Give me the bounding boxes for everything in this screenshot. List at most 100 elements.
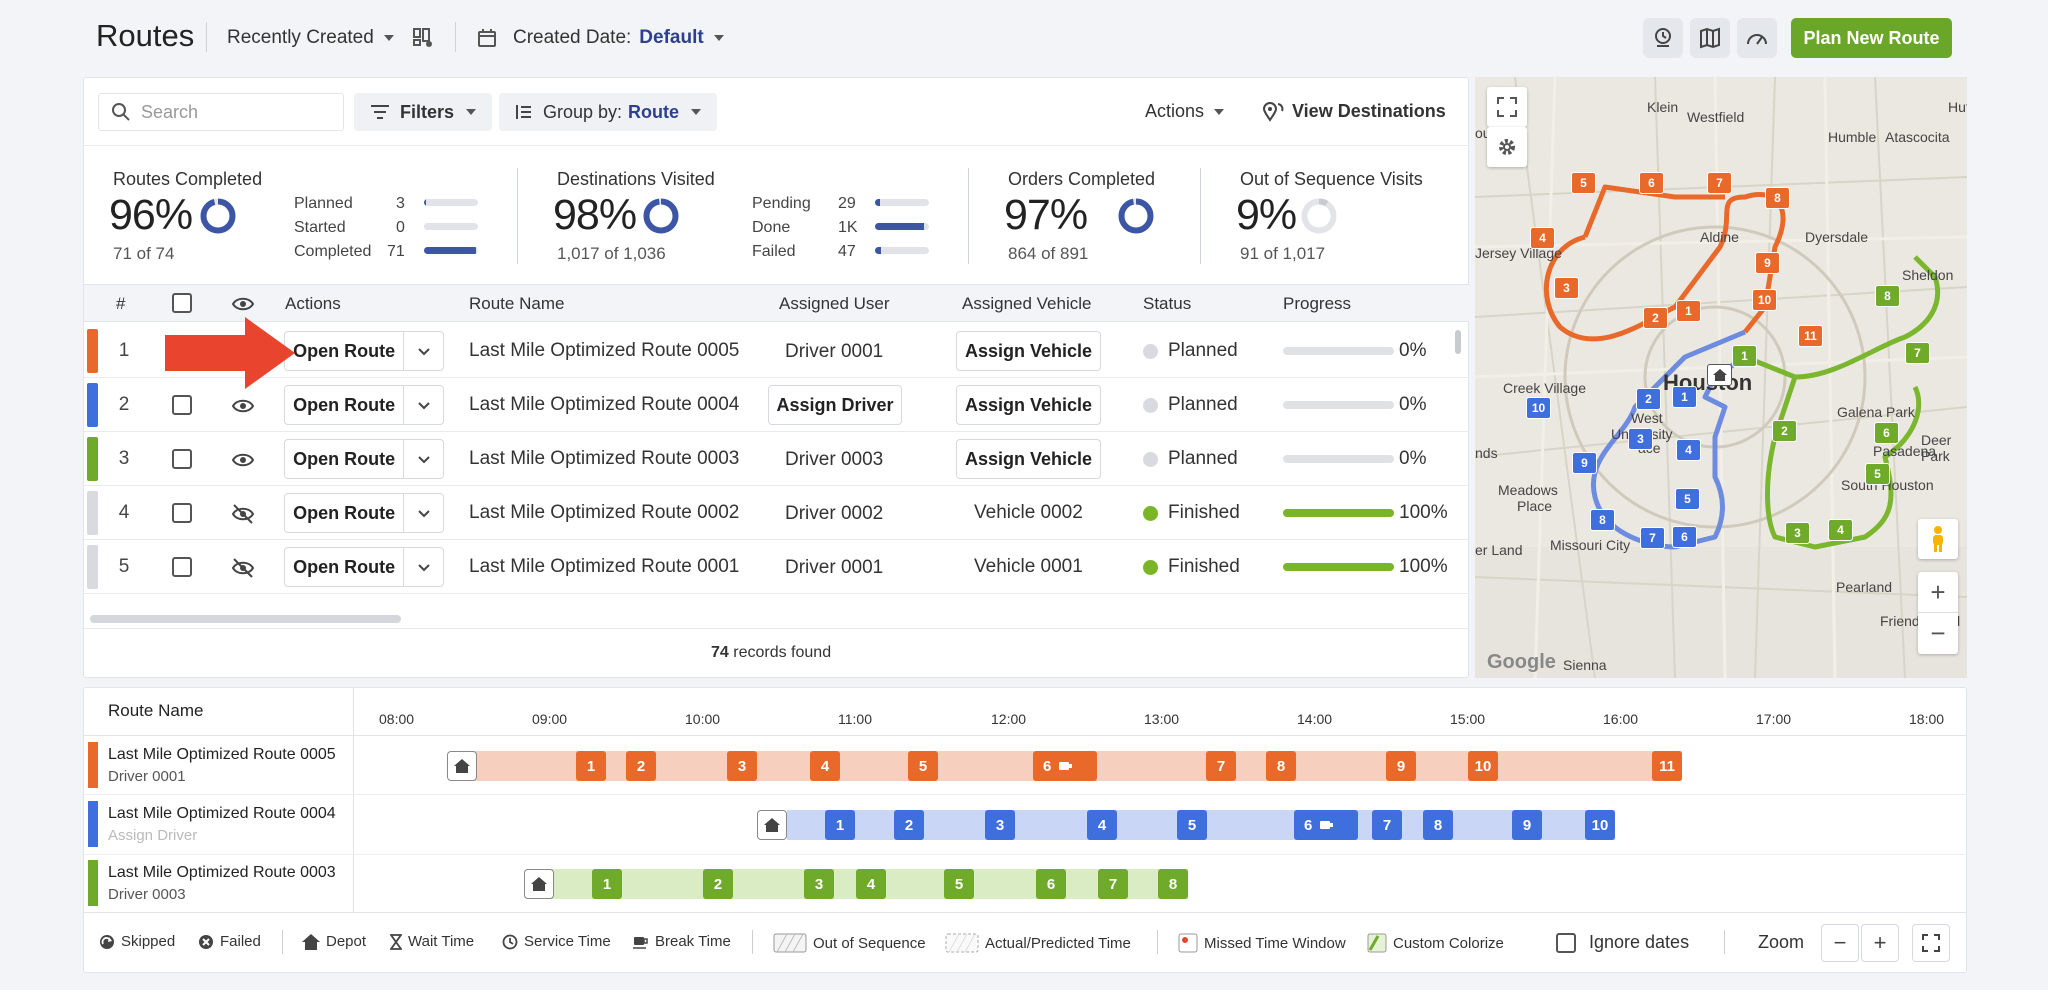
timeline-stop[interactable]: 1 (592, 869, 622, 899)
map-stop-pin[interactable]: 10 (1752, 289, 1777, 311)
route-map[interactable]: Klein Westfield Humble Atascocita Huff o… (1475, 77, 1967, 678)
map-stop-pin[interactable]: 4 (1828, 519, 1853, 541)
street-view-pegman-icon[interactable] (1918, 519, 1958, 559)
actions-dropdown[interactable]: Actions (1145, 101, 1225, 122)
map-stop-pin[interactable]: 6 (1874, 422, 1899, 444)
map-stop-pin[interactable]: 9 (1572, 452, 1597, 474)
row-checkbox[interactable] (172, 449, 192, 469)
timeline-stop[interactable]: 7 (1098, 869, 1128, 899)
vertical-scrollbar[interactable] (1455, 330, 1461, 354)
view-destinations-button[interactable]: View Destinations (1262, 101, 1446, 122)
zoom-out-button[interactable]: − (1821, 924, 1859, 962)
map-stop-pin[interactable]: 6 (1672, 526, 1697, 548)
chevron-down-icon[interactable] (403, 440, 443, 478)
ignore-dates-checkbox[interactable] (1556, 933, 1576, 953)
timeline-stop[interactable]: 6 (1294, 810, 1358, 840)
chevron-down-icon[interactable] (403, 548, 443, 586)
depot-icon[interactable] (524, 869, 554, 899)
map-stop-pin[interactable]: 3 (1785, 522, 1810, 544)
map-stop-pin[interactable]: 3 (1628, 428, 1653, 450)
map-stop-pin[interactable]: 1 (1732, 345, 1757, 367)
map-stop-pin[interactable]: 8 (1590, 509, 1615, 531)
chevron-down-icon[interactable] (403, 386, 443, 424)
timeline-stop[interactable]: 11 (1652, 751, 1682, 781)
col-assigned-user[interactable]: Assigned User (779, 294, 890, 313)
route-name[interactable]: Last Mile Optimized Route 0002 (469, 502, 740, 523)
map-stop-pin[interactable]: 2 (1643, 307, 1668, 329)
board-view-icon[interactable] (412, 27, 434, 54)
map-zoom-in-icon[interactable]: + (1918, 572, 1958, 613)
map-view-icon[interactable] (1690, 18, 1730, 58)
sort-dropdown[interactable]: Recently Created (227, 27, 394, 49)
assign-vehicle-button[interactable]: Assign Vehicle (956, 439, 1101, 479)
row-checkbox[interactable] (172, 557, 192, 577)
map-stop-pin[interactable]: 6 (1639, 172, 1664, 194)
search-input[interactable] (141, 101, 311, 123)
route-name[interactable]: Last Mile Optimized Route 0001 (469, 556, 740, 577)
map-stop-pin[interactable]: 2 (1772, 420, 1797, 442)
timeline-route-name[interactable]: Last Mile Optimized Route 0004 (108, 805, 336, 822)
timeline-stop[interactable]: 10 (1468, 751, 1498, 781)
assign-vehicle-button[interactable]: Assign Vehicle (956, 331, 1101, 371)
timeline-stop[interactable]: 10 (1585, 810, 1615, 840)
timeline-stop[interactable]: 4 (856, 869, 886, 899)
timeline-stop[interactable]: 5 (908, 751, 938, 781)
map-stop-pin[interactable]: 1 (1676, 300, 1701, 322)
map-stop-pin[interactable]: 5 (1865, 463, 1890, 485)
gear-icon[interactable] (1487, 127, 1527, 167)
expand-timeline-icon[interactable] (1912, 924, 1950, 962)
fullscreen-icon[interactable] (1487, 87, 1527, 127)
eye-off-icon[interactable] (231, 557, 255, 579)
timeline-stop[interactable]: 1 (576, 751, 606, 781)
map-stop-pin[interactable]: 7 (1905, 342, 1930, 364)
plan-new-route-button[interactable]: Plan New Route (1791, 18, 1952, 58)
map-stop-pin[interactable]: 3 (1554, 277, 1579, 299)
map-stop-pin[interactable]: 11 (1798, 325, 1823, 347)
open-route-button[interactable]: Open Route (284, 493, 444, 533)
timeline-stop[interactable]: 5 (1177, 810, 1207, 840)
timeline-stop[interactable]: 1 (825, 810, 855, 840)
chevron-down-icon[interactable] (403, 494, 443, 532)
timeline-stop[interactable]: 6 (1033, 751, 1097, 781)
eye-icon[interactable] (231, 396, 255, 416)
group-by-dropdown[interactable]: Group by: Route (499, 93, 718, 131)
timeline-stop[interactable]: 9 (1386, 751, 1416, 781)
timeline-stop[interactable]: 5 (944, 869, 974, 899)
timeline-stop[interactable]: 4 (810, 751, 840, 781)
map-stop-pin[interactable]: 5 (1675, 488, 1700, 510)
timeline-stop[interactable]: 8 (1423, 810, 1453, 840)
timeline-stop[interactable]: 2 (894, 810, 924, 840)
depot-icon[interactable] (1707, 364, 1732, 386)
map-stop-pin[interactable]: 4 (1530, 227, 1555, 249)
timeline-stop[interactable]: 3 (804, 869, 834, 899)
open-route-button[interactable]: Open Route (284, 547, 444, 587)
route-name[interactable]: Last Mile Optimized Route 0003 (469, 448, 740, 469)
depot-icon[interactable] (447, 751, 477, 781)
open-route-button[interactable]: Open Route (284, 331, 444, 371)
col-progress[interactable]: Progress (1283, 294, 1352, 313)
row-checkbox[interactable] (172, 503, 192, 523)
timeline-stop[interactable]: 3 (727, 751, 757, 781)
map-stop-pin[interactable]: 8 (1875, 285, 1900, 307)
route-name[interactable]: Last Mile Optimized Route 0005 (469, 340, 740, 361)
open-route-button[interactable]: Open Route (284, 439, 444, 479)
timeline-stop[interactable]: 8 (1266, 751, 1296, 781)
timeline-route-name[interactable]: Last Mile Optimized Route 0003 (108, 864, 336, 881)
timeline-stop[interactable]: 2 (626, 751, 656, 781)
map-zoom-out-icon[interactable]: − (1930, 618, 1946, 648)
map-stop-pin[interactable]: 7 (1640, 527, 1665, 549)
visibility-toggle-icon[interactable] (231, 294, 255, 314)
zoom-in-button[interactable]: + (1861, 924, 1899, 962)
row-checkbox[interactable] (172, 395, 192, 415)
col-route-name[interactable]: Route Name (469, 294, 565, 313)
eye-off-icon[interactable] (231, 503, 255, 525)
dashboard-gauge-icon[interactable] (1737, 18, 1777, 58)
timeline-stop[interactable]: 2 (703, 869, 733, 899)
timeline-stop[interactable]: 8 (1158, 869, 1188, 899)
filters-button[interactable]: Filters (354, 93, 493, 131)
map-stop-pin[interactable]: 10 (1526, 397, 1551, 419)
open-route-button[interactable]: Open Route (284, 385, 444, 425)
eye-icon[interactable] (231, 450, 255, 470)
map-stop-pin[interactable]: 4 (1676, 439, 1701, 461)
timeline-stop[interactable]: 3 (985, 810, 1015, 840)
